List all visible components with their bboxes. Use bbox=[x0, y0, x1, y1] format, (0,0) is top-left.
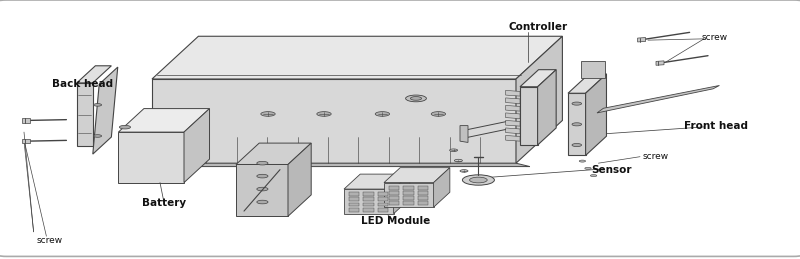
Polygon shape bbox=[344, 174, 410, 189]
Polygon shape bbox=[520, 87, 538, 145]
Polygon shape bbox=[597, 85, 719, 113]
Circle shape bbox=[450, 149, 458, 152]
Bar bbox=[403, 196, 414, 200]
Polygon shape bbox=[384, 168, 450, 183]
Circle shape bbox=[257, 187, 268, 191]
Polygon shape bbox=[344, 189, 394, 214]
Circle shape bbox=[94, 104, 102, 106]
Circle shape bbox=[410, 97, 422, 100]
Bar bbox=[378, 208, 388, 212]
Polygon shape bbox=[77, 66, 111, 83]
Polygon shape bbox=[288, 143, 311, 216]
Circle shape bbox=[257, 174, 268, 178]
Bar bbox=[378, 192, 388, 196]
Bar bbox=[389, 201, 399, 205]
Polygon shape bbox=[118, 132, 184, 183]
Circle shape bbox=[460, 170, 468, 172]
Bar bbox=[418, 191, 428, 195]
Bar bbox=[349, 203, 359, 206]
Polygon shape bbox=[506, 120, 520, 126]
Bar bbox=[403, 186, 414, 190]
Bar bbox=[349, 192, 359, 196]
Circle shape bbox=[375, 112, 390, 116]
Bar bbox=[363, 203, 374, 206]
Polygon shape bbox=[506, 128, 520, 134]
Circle shape bbox=[454, 159, 462, 162]
Circle shape bbox=[572, 143, 582, 147]
Bar bbox=[349, 197, 359, 201]
Polygon shape bbox=[568, 74, 606, 93]
Circle shape bbox=[462, 175, 494, 185]
Polygon shape bbox=[581, 61, 605, 78]
Bar bbox=[389, 196, 399, 200]
Bar bbox=[363, 208, 374, 212]
Polygon shape bbox=[152, 36, 562, 79]
Polygon shape bbox=[506, 135, 520, 141]
Text: screw: screw bbox=[37, 236, 62, 245]
Circle shape bbox=[94, 135, 102, 137]
Bar bbox=[403, 201, 414, 205]
Polygon shape bbox=[520, 70, 556, 87]
Polygon shape bbox=[184, 109, 210, 183]
Circle shape bbox=[590, 175, 597, 177]
Polygon shape bbox=[77, 83, 93, 146]
Bar bbox=[389, 191, 399, 195]
Bar bbox=[378, 203, 388, 206]
Polygon shape bbox=[656, 61, 664, 65]
Polygon shape bbox=[152, 163, 530, 167]
Circle shape bbox=[579, 160, 586, 162]
Polygon shape bbox=[516, 36, 562, 163]
Polygon shape bbox=[638, 38, 646, 42]
Polygon shape bbox=[236, 143, 311, 164]
Circle shape bbox=[585, 167, 591, 169]
Polygon shape bbox=[538, 70, 556, 145]
Circle shape bbox=[119, 125, 130, 129]
Polygon shape bbox=[506, 113, 520, 119]
Text: screw: screw bbox=[643, 152, 669, 161]
Circle shape bbox=[406, 95, 426, 102]
Polygon shape bbox=[22, 139, 30, 143]
Polygon shape bbox=[506, 98, 520, 104]
Polygon shape bbox=[152, 79, 516, 163]
Bar bbox=[403, 191, 414, 195]
Circle shape bbox=[572, 123, 582, 126]
Circle shape bbox=[257, 200, 268, 204]
Polygon shape bbox=[394, 174, 410, 214]
Text: Back head: Back head bbox=[52, 79, 113, 89]
Bar bbox=[418, 201, 428, 205]
Bar bbox=[418, 186, 428, 190]
Polygon shape bbox=[460, 126, 468, 142]
Text: LED Module: LED Module bbox=[362, 217, 430, 226]
Bar bbox=[378, 197, 388, 201]
Polygon shape bbox=[506, 105, 520, 111]
Text: Controller: Controller bbox=[508, 22, 567, 32]
Bar bbox=[389, 186, 399, 190]
Bar bbox=[363, 197, 374, 201]
Circle shape bbox=[257, 161, 268, 165]
Bar bbox=[418, 196, 428, 200]
Polygon shape bbox=[568, 93, 586, 155]
Polygon shape bbox=[93, 67, 118, 154]
Circle shape bbox=[317, 112, 331, 116]
Polygon shape bbox=[586, 74, 606, 155]
Polygon shape bbox=[384, 183, 434, 207]
Polygon shape bbox=[434, 168, 450, 207]
Polygon shape bbox=[22, 118, 30, 123]
Circle shape bbox=[572, 102, 582, 105]
Bar bbox=[363, 192, 374, 196]
Circle shape bbox=[261, 112, 275, 116]
Circle shape bbox=[431, 112, 446, 116]
Polygon shape bbox=[236, 164, 288, 216]
Text: Battery: Battery bbox=[142, 198, 186, 208]
Polygon shape bbox=[506, 90, 520, 96]
Text: screw: screw bbox=[702, 33, 727, 42]
Text: Front head: Front head bbox=[684, 121, 748, 131]
Bar bbox=[349, 208, 359, 212]
Circle shape bbox=[470, 177, 487, 183]
Text: Sensor: Sensor bbox=[592, 165, 632, 175]
Polygon shape bbox=[118, 109, 210, 132]
